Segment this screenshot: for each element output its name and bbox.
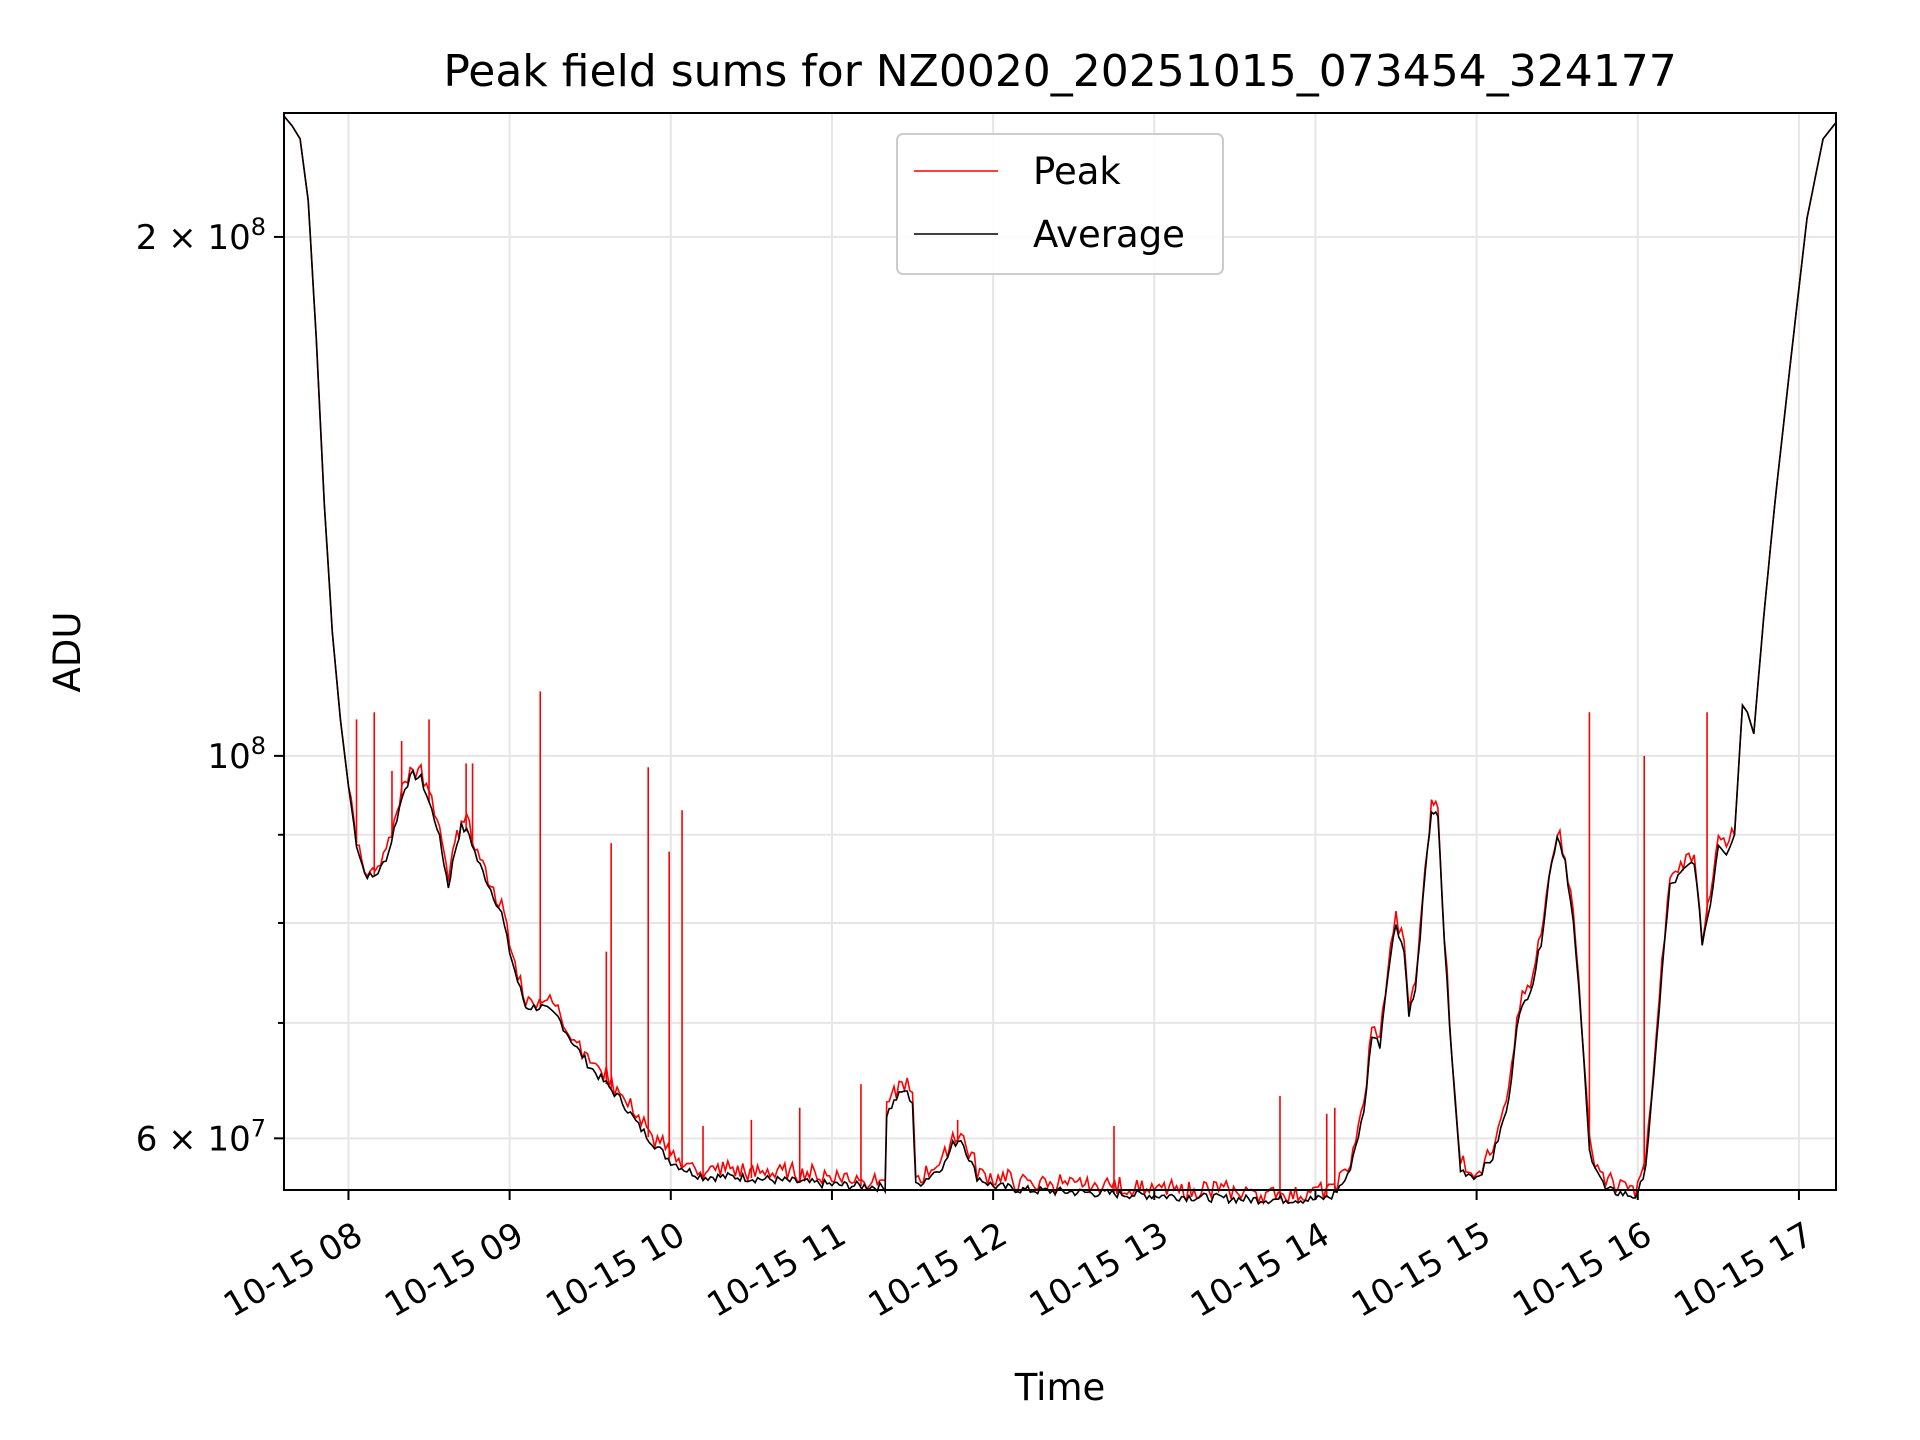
y-tick-label: 108 — [207, 732, 266, 777]
x-tick-label: 10-15 14 — [1184, 1215, 1336, 1326]
y-axis-label: ADU — [46, 612, 89, 693]
plot-frame — [283, 112, 1837, 1191]
average-series — [283, 115, 1837, 1206]
x-axis-ticks: 10-15 08 10-15 09 10-15 10 10-15 11 10-15 12… — [217, 1190, 1820, 1326]
y-tick-label: 2 × 108 — [136, 213, 266, 258]
average-line — [283, 115, 1837, 1206]
legend-average-label: Average — [1033, 213, 1185, 256]
x-axis-label: Time — [1014, 1366, 1106, 1409]
x-tick-label: 10-15 17 — [1667, 1215, 1819, 1326]
x-tick-label: 10-15 11 — [700, 1215, 852, 1326]
legend-box — [896, 133, 1224, 275]
peak-line — [283, 115, 1837, 1206]
y-tick-label: 6 × 107 — [136, 1114, 266, 1159]
x-tick-label: 10-15 13 — [1023, 1215, 1175, 1326]
x-tick-label: 10-15 09 — [378, 1215, 530, 1326]
x-tick-label: 10-15 10 — [539, 1215, 691, 1326]
x-tick-label: 10-15 15 — [1345, 1215, 1497, 1326]
x-tick-label: 10-15 16 — [1506, 1215, 1658, 1326]
peak-series — [283, 115, 1837, 1206]
chart-title: Peak field sums for NZ0020_20251015_0734… — [443, 46, 1676, 97]
y-axis-ticks: 6 × 107 108 2 × 108 — [136, 213, 284, 1159]
x-tick-label: 10-15 08 — [217, 1215, 369, 1326]
legend: Peak Average — [896, 133, 1224, 275]
x-tick-label: 10-15 12 — [862, 1215, 1014, 1326]
legend-peak-label: Peak — [1033, 150, 1121, 193]
grid-layer — [284, 113, 1836, 1190]
